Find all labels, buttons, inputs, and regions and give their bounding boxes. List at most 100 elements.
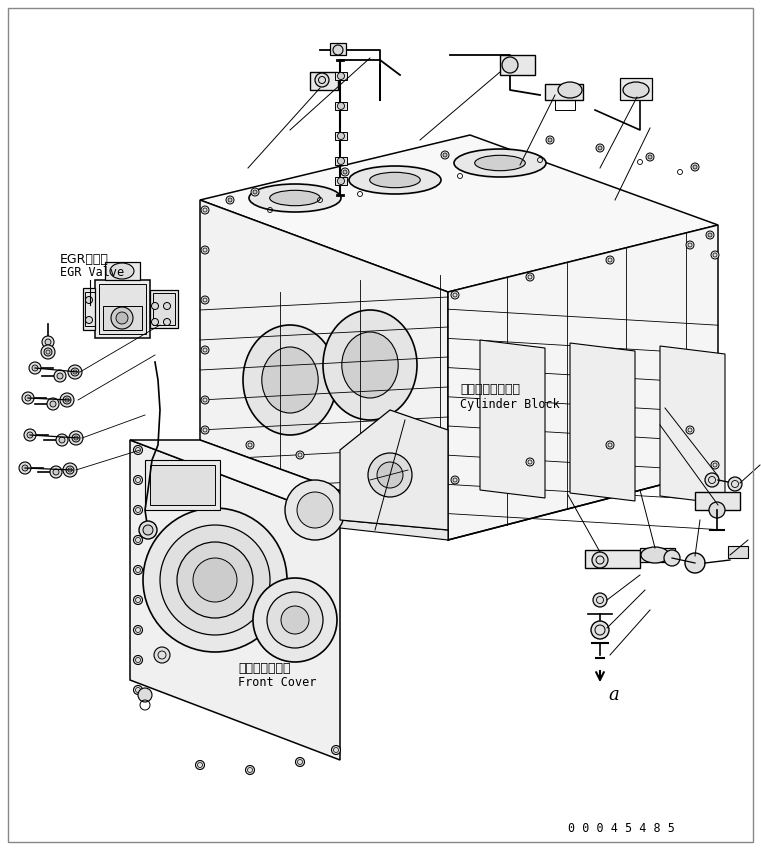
Circle shape <box>133 596 142 604</box>
Circle shape <box>606 256 614 264</box>
Circle shape <box>337 72 345 80</box>
Circle shape <box>139 521 157 539</box>
Circle shape <box>251 188 259 196</box>
Circle shape <box>267 592 323 648</box>
Circle shape <box>133 445 142 455</box>
Bar <box>335 177 347 185</box>
Circle shape <box>85 297 93 303</box>
Circle shape <box>56 434 68 446</box>
Circle shape <box>593 593 607 607</box>
Circle shape <box>285 480 345 540</box>
Circle shape <box>68 365 82 379</box>
Circle shape <box>337 133 345 139</box>
Circle shape <box>337 157 345 165</box>
Circle shape <box>72 434 80 442</box>
Circle shape <box>377 462 403 488</box>
Circle shape <box>451 291 459 299</box>
Circle shape <box>27 432 33 438</box>
Circle shape <box>598 146 602 150</box>
Circle shape <box>546 136 554 144</box>
Bar <box>330 43 346 55</box>
Ellipse shape <box>558 82 582 98</box>
Circle shape <box>711 461 719 469</box>
Circle shape <box>133 626 142 634</box>
Circle shape <box>151 319 158 326</box>
Ellipse shape <box>110 263 134 279</box>
Circle shape <box>705 473 719 487</box>
Circle shape <box>133 506 142 514</box>
Polygon shape <box>570 343 635 501</box>
Circle shape <box>396 464 404 472</box>
Circle shape <box>201 396 209 404</box>
Circle shape <box>47 398 59 410</box>
Bar <box>640 548 675 562</box>
Circle shape <box>441 151 449 159</box>
Circle shape <box>295 757 304 767</box>
Circle shape <box>164 319 170 326</box>
Bar <box>545 84 583 100</box>
Circle shape <box>22 392 34 404</box>
Circle shape <box>337 178 345 184</box>
Circle shape <box>596 144 604 152</box>
Circle shape <box>686 241 694 249</box>
Bar <box>500 55 535 75</box>
Circle shape <box>54 370 66 382</box>
Bar <box>153 293 175 325</box>
Circle shape <box>548 138 552 142</box>
Circle shape <box>246 766 254 774</box>
Circle shape <box>41 345 55 359</box>
Circle shape <box>19 462 31 474</box>
Ellipse shape <box>370 173 420 188</box>
Circle shape <box>177 542 253 618</box>
Circle shape <box>50 466 62 478</box>
Circle shape <box>297 492 333 528</box>
Text: a: a <box>608 686 619 704</box>
Bar <box>99 284 146 334</box>
Polygon shape <box>130 440 448 530</box>
Circle shape <box>143 508 287 652</box>
Circle shape <box>201 206 209 214</box>
Polygon shape <box>480 340 545 498</box>
Circle shape <box>246 441 254 449</box>
Circle shape <box>193 558 237 602</box>
Circle shape <box>201 496 209 504</box>
Circle shape <box>333 45 343 55</box>
Circle shape <box>253 190 257 194</box>
Circle shape <box>436 476 444 484</box>
Ellipse shape <box>349 166 441 194</box>
Bar <box>103 306 142 330</box>
Circle shape <box>226 196 234 204</box>
Bar <box>555 100 575 110</box>
Ellipse shape <box>116 312 128 324</box>
Circle shape <box>63 463 77 477</box>
Bar <box>585 550 640 568</box>
Bar <box>335 157 347 165</box>
Circle shape <box>709 502 725 518</box>
Bar <box>105 262 140 280</box>
Circle shape <box>133 685 142 694</box>
Bar <box>150 290 178 328</box>
Circle shape <box>201 246 209 254</box>
Ellipse shape <box>249 184 341 212</box>
Bar <box>335 132 347 140</box>
Polygon shape <box>448 225 718 540</box>
Circle shape <box>60 393 74 407</box>
Polygon shape <box>340 520 448 540</box>
Ellipse shape <box>111 307 133 329</box>
Circle shape <box>42 336 54 348</box>
Circle shape <box>201 346 209 354</box>
Ellipse shape <box>342 332 398 398</box>
Circle shape <box>22 465 28 471</box>
Circle shape <box>526 273 534 281</box>
Circle shape <box>133 655 142 665</box>
Circle shape <box>343 170 347 174</box>
Bar <box>335 72 347 80</box>
Circle shape <box>151 303 158 309</box>
Polygon shape <box>660 346 725 504</box>
Circle shape <box>706 231 714 239</box>
Bar <box>95 280 150 338</box>
Circle shape <box>691 163 699 171</box>
Circle shape <box>685 553 705 573</box>
Circle shape <box>253 578 337 662</box>
Bar <box>145 460 220 510</box>
